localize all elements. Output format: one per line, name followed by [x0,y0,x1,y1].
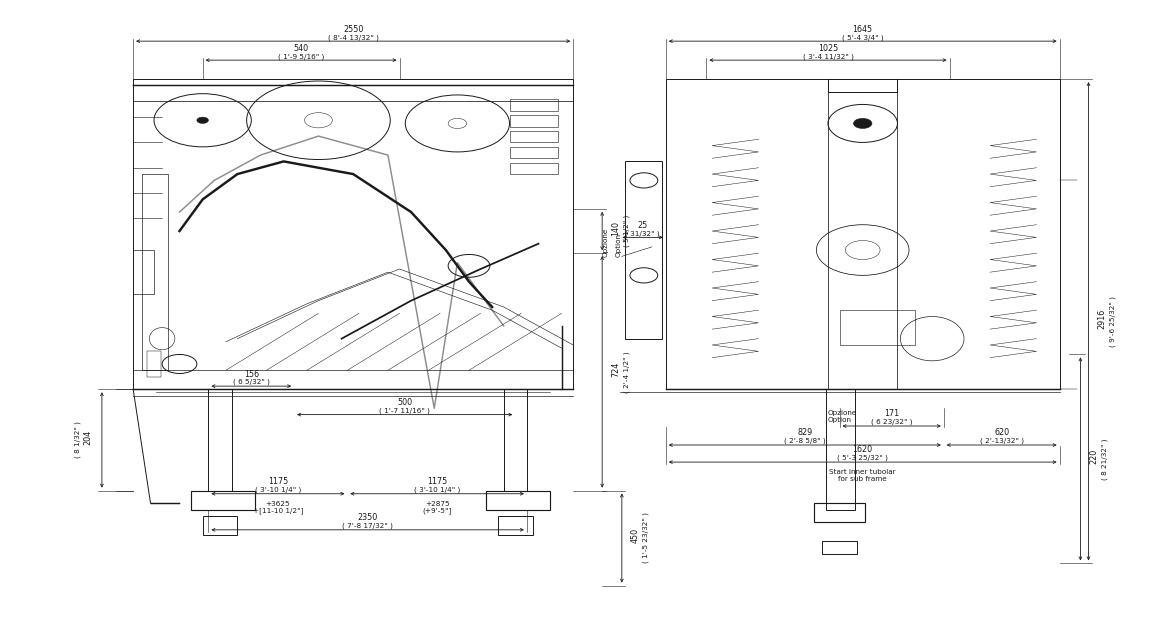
Bar [510,163,558,174]
Text: +3625: +3625 [265,501,291,506]
Text: 620: 620 [994,429,1010,437]
Text: ( 3'-4 11/32" ): ( 3'-4 11/32" ) [802,53,853,60]
Text: 1620: 1620 [852,446,873,454]
Text: ( 1'-9 5/16" ): ( 1'-9 5/16" ) [278,53,324,60]
Bar [828,79,897,389]
Text: ( 6 5/32" ): ( 6 5/32" ) [233,379,270,385]
Bar [510,147,558,158]
Bar [504,389,527,491]
Bar [133,250,154,294]
Bar [822,541,857,554]
Bar [826,389,855,510]
Text: ( 2'-4 1/2" ): ( 2'-4 1/2" ) [623,351,630,392]
Text: (+9'-5"]: (+9'-5"] [423,508,452,515]
Bar [191,491,255,510]
Text: 724: 724 [611,361,621,377]
Text: ( 1'-7 11/16" ): ( 1'-7 11/16" ) [380,408,430,414]
Bar [510,99,558,111]
Text: ( 6 23/32" ): ( 6 23/32" ) [871,419,913,425]
Text: ( 8 1/32" ): ( 8 1/32" ) [74,422,81,458]
Text: 1175: 1175 [427,477,447,486]
Text: 829: 829 [797,429,813,437]
Text: 25: 25 [638,221,647,230]
Text: ( 8'-4 13/32" ): ( 8'-4 13/32" ) [328,34,379,41]
Text: +[11-10 1/2"]: +[11-10 1/2"] [252,508,303,515]
Bar [666,79,1060,389]
Bar [814,503,865,522]
Bar [510,115,558,127]
Text: 2350: 2350 [358,513,378,522]
Bar [510,131,558,142]
Text: 156: 156 [243,370,259,379]
Bar [840,310,915,345]
Text: 204: 204 [83,430,93,445]
Bar [203,516,237,535]
Text: 1025: 1025 [818,44,838,53]
Circle shape [853,118,872,128]
Bar [498,516,533,535]
Text: 450: 450 [631,528,640,543]
Text: Start inner tubolar: Start inner tubolar [829,469,896,475]
Text: 500: 500 [397,398,412,407]
Text: 171: 171 [884,410,900,418]
Bar [133,79,573,389]
Text: 540: 540 [293,44,309,53]
Bar [147,351,161,377]
Text: 1645: 1645 [852,25,873,34]
Text: Option: Option [828,417,852,423]
Text: ( 8 21/32" ): ( 8 21/32" ) [1101,438,1108,480]
Circle shape [197,117,208,123]
Bar [208,389,232,491]
Text: 2916: 2916 [1098,309,1107,329]
Text: ( 2'-8 5/8" ): ( 2'-8 5/8" ) [784,438,826,444]
Text: for sub frame: for sub frame [838,476,887,482]
Text: ( 2'-13/32" ): ( 2'-13/32" ) [980,438,1024,444]
Text: ( 31/32" ): ( 31/32" ) [625,230,660,237]
Text: 2550: 2550 [343,25,364,34]
Text: Opzione: Opzione [828,410,857,416]
Bar [142,174,168,370]
Text: ( 9'-6 25/32" ): ( 9'-6 25/32" ) [1109,296,1116,347]
Text: ( 7'-8 17/32" ): ( 7'-8 17/32" ) [343,523,393,529]
Text: ( 1'-5 23/32" ): ( 1'-5 23/32" ) [643,513,650,563]
Text: ( 3'-10 1/4" ): ( 3'-10 1/4" ) [415,487,460,493]
Text: 220: 220 [1090,449,1099,464]
Text: ( 5'-3 25/32" ): ( 5'-3 25/32" ) [837,455,888,461]
Text: +2875: +2875 [425,501,449,506]
Text: ( 3'-10 1/4" ): ( 3'-10 1/4" ) [255,487,301,493]
Text: 140: 140 [611,221,621,236]
Text: Option: Option [616,234,622,258]
Bar [625,161,662,339]
Bar [486,491,550,510]
Text: ( 5 1/2" ): ( 5 1/2" ) [623,215,630,247]
Text: 1175: 1175 [267,477,288,486]
Text: Opzione: Opzione [602,228,608,258]
Bar [828,79,897,92]
Text: ( 5'-4 3/4" ): ( 5'-4 3/4" ) [842,34,884,41]
